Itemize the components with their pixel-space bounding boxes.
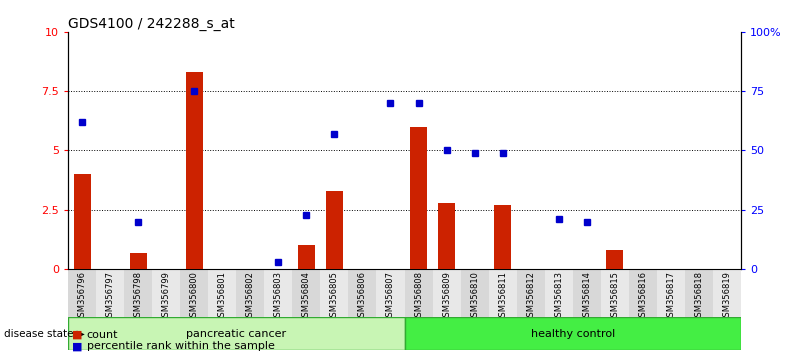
Text: GSM356811: GSM356811 xyxy=(498,272,507,322)
Text: GSM356809: GSM356809 xyxy=(442,272,451,322)
Bar xyxy=(685,269,713,316)
Bar xyxy=(320,269,348,316)
Text: GSM356798: GSM356798 xyxy=(134,272,143,322)
Bar xyxy=(657,269,685,316)
Text: GSM356817: GSM356817 xyxy=(666,272,675,322)
Text: GSM356810: GSM356810 xyxy=(470,272,479,322)
Bar xyxy=(489,269,517,316)
Text: GSM356802: GSM356802 xyxy=(246,272,255,322)
Bar xyxy=(68,269,96,316)
Bar xyxy=(438,203,455,269)
Text: GSM356801: GSM356801 xyxy=(218,272,227,322)
Bar xyxy=(208,269,236,316)
Text: healthy control: healthy control xyxy=(530,329,615,338)
Bar xyxy=(130,252,147,269)
Text: GSM356804: GSM356804 xyxy=(302,272,311,322)
Bar xyxy=(606,250,623,269)
Text: GSM356805: GSM356805 xyxy=(330,272,339,322)
Bar xyxy=(264,269,292,316)
Bar xyxy=(74,174,91,269)
Bar xyxy=(186,72,203,269)
Text: ■: ■ xyxy=(72,341,83,351)
Bar xyxy=(433,269,461,316)
Text: GSM356815: GSM356815 xyxy=(610,272,619,322)
Bar xyxy=(298,245,315,269)
Bar xyxy=(573,269,601,316)
Bar xyxy=(180,269,208,316)
Bar xyxy=(517,269,545,316)
Text: GSM356814: GSM356814 xyxy=(582,272,591,322)
Text: GSM356808: GSM356808 xyxy=(414,272,423,322)
Text: GSM356812: GSM356812 xyxy=(526,272,535,322)
Bar xyxy=(124,269,152,316)
Bar xyxy=(601,269,629,316)
Text: GSM356796: GSM356796 xyxy=(78,272,87,322)
Text: disease state ▶: disease state ▶ xyxy=(4,329,85,338)
Text: ■: ■ xyxy=(72,330,83,339)
Bar xyxy=(629,269,657,316)
Text: count: count xyxy=(87,330,118,339)
Bar xyxy=(96,269,124,316)
Bar xyxy=(348,269,376,316)
Text: GSM356800: GSM356800 xyxy=(190,272,199,322)
Text: GSM356813: GSM356813 xyxy=(554,272,563,322)
Bar xyxy=(152,269,180,316)
Text: percentile rank within the sample: percentile rank within the sample xyxy=(87,341,275,351)
Bar xyxy=(461,269,489,316)
Text: GSM356818: GSM356818 xyxy=(694,272,703,322)
Text: GSM356807: GSM356807 xyxy=(386,272,395,322)
Text: GSM356819: GSM356819 xyxy=(723,272,731,322)
Text: GSM356816: GSM356816 xyxy=(638,272,647,322)
Bar xyxy=(405,269,433,316)
Bar xyxy=(494,205,511,269)
Text: GSM356797: GSM356797 xyxy=(106,272,115,322)
Bar xyxy=(292,269,320,316)
Bar xyxy=(326,191,343,269)
Bar xyxy=(68,316,405,350)
Text: GDS4100 / 242288_s_at: GDS4100 / 242288_s_at xyxy=(68,17,235,31)
Bar xyxy=(410,127,427,269)
Text: GSM356806: GSM356806 xyxy=(358,272,367,322)
Text: pancreatic cancer: pancreatic cancer xyxy=(186,329,287,338)
Bar xyxy=(713,269,741,316)
Bar xyxy=(376,269,405,316)
Text: GSM356799: GSM356799 xyxy=(162,272,171,322)
Text: GSM356803: GSM356803 xyxy=(274,272,283,322)
Bar xyxy=(236,269,264,316)
Bar xyxy=(405,316,741,350)
Bar xyxy=(545,269,573,316)
